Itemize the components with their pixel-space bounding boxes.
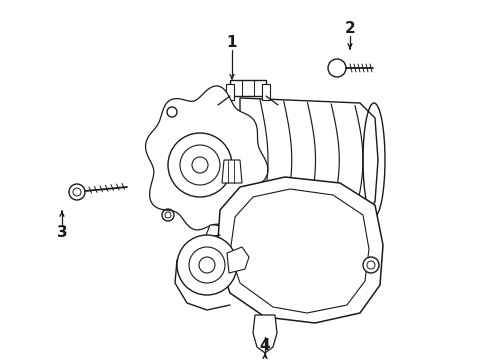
Polygon shape [227,247,249,273]
Polygon shape [230,189,369,313]
Polygon shape [230,80,266,96]
Circle shape [177,235,237,295]
Text: 3: 3 [57,225,67,239]
Polygon shape [205,225,255,245]
Text: 2: 2 [344,21,355,36]
Circle shape [363,257,379,273]
Polygon shape [222,160,242,183]
Circle shape [328,59,346,77]
Text: 1: 1 [227,35,237,50]
Circle shape [69,184,85,200]
Polygon shape [253,315,277,353]
Polygon shape [240,98,378,222]
Polygon shape [226,84,234,100]
Polygon shape [262,84,270,100]
Polygon shape [146,86,268,230]
Text: 4: 4 [260,338,270,352]
Polygon shape [217,177,383,323]
